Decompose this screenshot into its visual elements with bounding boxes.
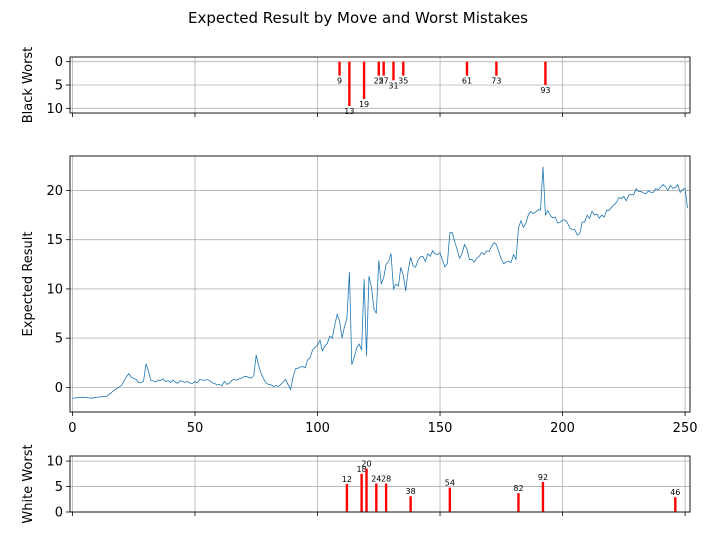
white-mistake-label-24: 24 (371, 474, 381, 483)
black-mistake-label-13: 13 (344, 107, 354, 116)
main-ytick-label-10: 10 (46, 282, 63, 297)
black-mistake-label-19: 19 (359, 100, 369, 109)
black-mistake-label-27: 27 (379, 77, 389, 86)
black-ytick-label-10: 10 (46, 102, 63, 117)
white-mistake-label-20: 20 (361, 460, 371, 469)
white-panel-frame (69, 455, 691, 513)
main-ytick-label-20: 20 (46, 184, 63, 199)
main-ytick-label-0: 0 (55, 381, 63, 396)
white-mistake-label-18: 18 (357, 465, 367, 474)
white-mistake-label-46: 46 (670, 488, 680, 497)
black-ytick-label-0: 0 (55, 55, 63, 70)
main-xtick-label-150: 150 (428, 421, 453, 436)
black-mistake-label-61: 61 (462, 77, 472, 86)
white-mistake-label-82: 82 (513, 484, 523, 493)
white-ytick-label-10: 10 (46, 455, 63, 470)
black-axis-ticks: 0 5 10 (46, 55, 686, 117)
white-ytick-label-5: 5 (55, 480, 63, 495)
white-mistake-label-12: 12 (342, 475, 352, 484)
main-xtick-label-250: 250 (673, 421, 698, 436)
white-ytick-label-0: 0 (55, 506, 63, 521)
black-panel-frame (69, 56, 691, 114)
black-gridlines (70, 57, 690, 113)
figure-title: Expected Result by Move and Worst Mistak… (188, 9, 528, 27)
black-mistake-label-35: 35 (398, 77, 408, 86)
main-axis-ticks: 0 50 100 150 200 250 0 5 10 15 20 (46, 184, 697, 436)
white-mistake-label-28: 28 (381, 474, 391, 483)
main-ytick-label-5: 5 (55, 332, 63, 347)
black-mistake-label-93: 93 (540, 86, 550, 95)
white-mistake-label-92: 92 (538, 473, 548, 482)
black-mistake-label-73: 73 (491, 77, 501, 86)
expected-result-panel: 0 50 100 150 200 250 0 5 10 15 20 Expected Result (21, 155, 698, 436)
main-xtick-label-100: 100 (305, 421, 330, 436)
black-mistake-label-9: 9 (337, 77, 342, 86)
white-worst-ylabel: White Worst (21, 444, 36, 523)
expected-result-ylabel: Expected Result (21, 232, 36, 337)
black-ytick-label-5: 5 (55, 79, 63, 94)
main-xtick-label-50: 50 (187, 421, 204, 436)
main-gridlines (70, 156, 690, 412)
black-worst-ylabel: Black Worst (21, 47, 36, 124)
main-panel-frame (69, 155, 691, 413)
main-ytick-label-15: 15 (46, 233, 63, 248)
expected-result-line (72, 166, 688, 399)
white-mistake-label-38: 38 (406, 487, 416, 496)
main-xtick-label-200: 200 (550, 421, 575, 436)
black-mistake-label-31: 31 (388, 81, 398, 90)
black-mistake-label-25: 25 (374, 77, 384, 86)
white-axis-ticks: 0 5 10 (46, 455, 686, 521)
white-mistake-label-54: 54 (445, 479, 455, 488)
main-xtick-label-0: 0 (68, 421, 76, 436)
expected-result-series (72, 166, 688, 399)
